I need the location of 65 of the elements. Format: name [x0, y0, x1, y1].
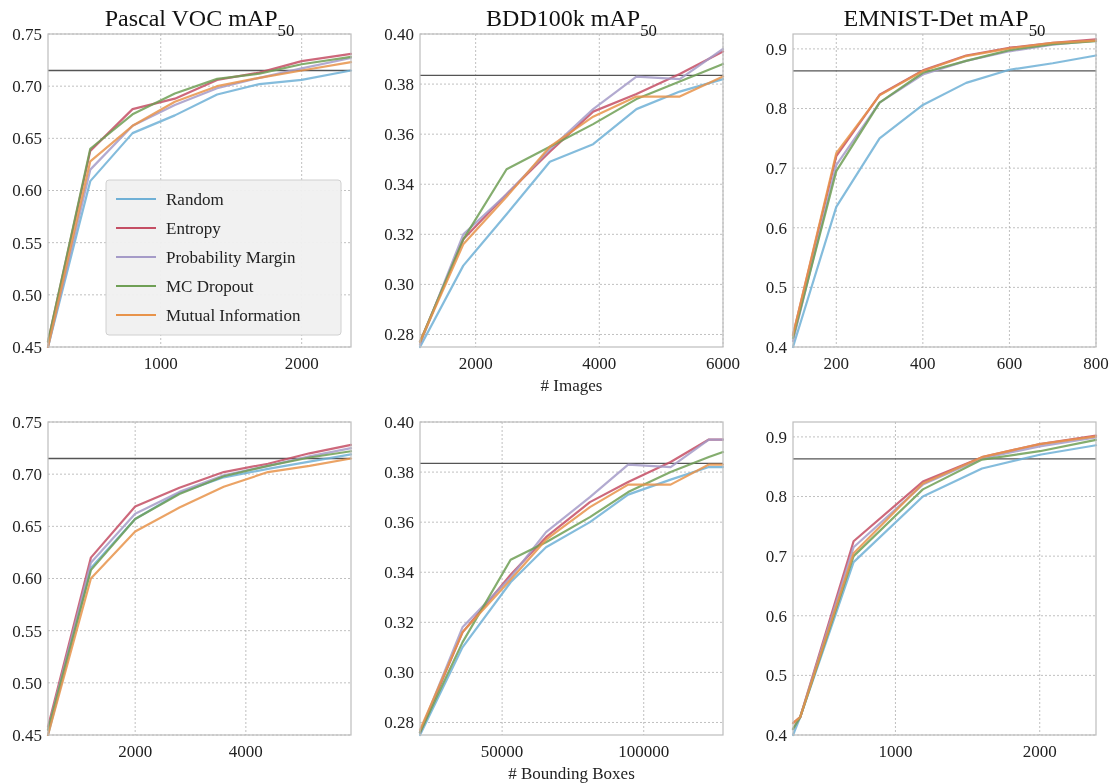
legend-label: Entropy — [166, 218, 222, 238]
x-tick-label: 600 — [996, 354, 1023, 373]
x-tick-label: 200 — [823, 354, 850, 373]
legend-label: MC Dropout — [166, 276, 254, 296]
y-tick-label: 0.38 — [384, 75, 414, 95]
y-tick-label: 0.45 — [12, 337, 42, 357]
y-tick-label: 0.32 — [384, 225, 414, 245]
y-tick-label: 0.38 — [384, 463, 414, 483]
y-tick-label: 0.30 — [384, 275, 414, 295]
y-tick-label: 0.75 — [12, 412, 42, 432]
x-axis-title: # Bounding Boxes — [508, 764, 635, 783]
y-tick-label: 0.50 — [12, 673, 42, 693]
y-tick-label: 0.36 — [384, 125, 414, 145]
x-tick-label: 4000 — [582, 354, 617, 373]
x-tick-label: 800 — [1083, 354, 1109, 373]
y-tick-label: 0.70 — [12, 465, 42, 485]
y-tick-label: 0.32 — [384, 613, 414, 633]
y-tick-label: 0.45 — [12, 725, 42, 745]
y-tick-label: 0.4 — [765, 337, 788, 357]
y-tick-label: 0.4 — [765, 725, 788, 745]
y-tick-label: 0.7 — [765, 547, 788, 567]
x-tick-label: 2000 — [1022, 742, 1057, 761]
legend-label: Random — [166, 189, 224, 209]
x-tick-label: 4000 — [228, 742, 263, 761]
y-tick-label: 0.34 — [384, 175, 415, 195]
x-tick-label: 1000 — [878, 742, 913, 761]
y-tick-label: 0.6 — [765, 218, 787, 238]
y-tick-label: 0.7 — [765, 159, 788, 179]
x-tick-label: 1000 — [143, 354, 178, 373]
y-tick-label: 0.65 — [12, 517, 42, 537]
x-tick-label: 2000 — [458, 354, 493, 373]
y-tick-label: 0.55 — [12, 621, 42, 641]
chart-title: Pascal VOC mAP$_{50}$ — [104, 5, 295, 40]
x-tick-label: 50000 — [480, 742, 524, 761]
chart-title: BDD100k mAP$_{50}$ — [486, 5, 657, 40]
x-tick-label: 2000 — [284, 354, 319, 373]
y-tick-label: 0.40 — [384, 24, 414, 44]
chart-title: EMNIST-Det mAP$_{50}$ — [843, 5, 1046, 40]
legend-label: Mutual Information — [166, 305, 302, 325]
y-tick-label: 0.75 — [12, 24, 42, 44]
y-tick-label: 0.5 — [765, 278, 787, 298]
y-tick-label: 0.6 — [765, 606, 787, 626]
y-tick-label: 0.8 — [765, 487, 787, 507]
y-tick-label: 0.60 — [12, 181, 42, 201]
legend-label: Probability Margin — [166, 247, 297, 267]
y-tick-label: 0.65 — [12, 129, 42, 149]
y-tick-label: 0.5 — [765, 666, 787, 686]
x-tick-label: 100000 — [618, 742, 670, 761]
x-tick-label: 6000 — [706, 354, 740, 373]
x-tick-label: 2000 — [118, 742, 153, 761]
y-tick-label: 0.50 — [12, 285, 42, 305]
y-tick-label: 0.60 — [12, 569, 42, 589]
x-axis-title: # Images — [540, 376, 603, 395]
y-tick-label: 0.28 — [384, 325, 414, 345]
y-tick-label: 0.70 — [12, 77, 42, 97]
y-tick-label: 0.9 — [765, 39, 787, 59]
y-tick-label: 0.9 — [765, 427, 787, 447]
y-tick-label: 0.40 — [384, 412, 414, 432]
y-tick-label: 0.34 — [384, 563, 415, 583]
y-tick-label: 0.8 — [765, 99, 787, 119]
y-tick-label: 0.55 — [12, 233, 42, 253]
y-tick-label: 0.30 — [384, 663, 414, 683]
y-tick-label: 0.36 — [384, 513, 414, 533]
y-tick-label: 0.28 — [384, 713, 414, 733]
x-tick-label: 400 — [910, 354, 936, 373]
